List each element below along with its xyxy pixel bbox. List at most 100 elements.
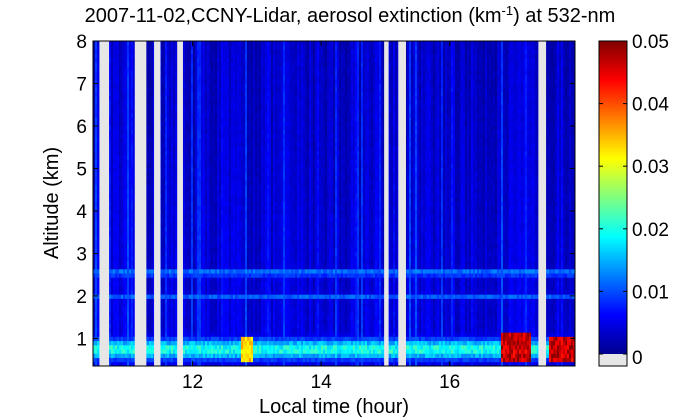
heatmap-cell xyxy=(129,192,132,198)
heatmap-cell xyxy=(151,302,154,308)
heatmap-cell xyxy=(127,133,130,139)
heatmap-cell xyxy=(167,328,170,333)
heatmap-cell xyxy=(167,319,170,325)
heatmap-cell xyxy=(117,239,120,244)
heatmap-cell xyxy=(167,167,170,173)
heatmap-cell xyxy=(185,340,188,346)
heatmap-cell xyxy=(191,247,194,253)
heatmap-cell xyxy=(109,41,112,46)
heatmap-cell xyxy=(115,311,118,316)
heatmap-cell xyxy=(117,192,120,198)
heatmap-cell xyxy=(175,163,178,169)
heatmap-cell xyxy=(161,239,164,244)
heatmap-cell xyxy=(163,226,166,232)
heatmap-cell xyxy=(117,87,120,93)
heatmap-cell xyxy=(109,197,112,202)
heatmap-cell xyxy=(187,222,190,228)
heatmap-cell xyxy=(183,78,186,84)
heatmap-cell xyxy=(185,256,188,261)
heatmap-cell xyxy=(115,302,118,308)
heatmap-cell xyxy=(127,311,130,316)
heatmap-cell xyxy=(147,336,150,342)
heatmap-cell xyxy=(123,91,126,97)
heatmap-cell xyxy=(173,197,176,202)
heatmap-cell xyxy=(149,230,152,236)
heatmap-cell xyxy=(189,315,192,320)
heatmap-cell xyxy=(129,311,132,316)
heatmap-cell xyxy=(129,247,132,253)
heatmap-cell xyxy=(109,108,112,114)
heatmap-cell xyxy=(161,349,164,354)
heatmap-cell xyxy=(185,142,188,147)
heatmap-cell xyxy=(187,62,190,67)
heatmap-cell xyxy=(131,218,134,223)
heatmap-cell xyxy=(119,163,122,169)
heatmap-cell xyxy=(131,70,134,76)
heatmap-cell xyxy=(151,129,154,135)
heatmap-cell xyxy=(111,53,114,59)
heatmap-cell xyxy=(189,235,192,240)
heatmap-cell xyxy=(151,361,154,366)
heatmap-cell xyxy=(191,188,194,194)
heatmap-cell xyxy=(111,247,114,253)
heatmap-cell xyxy=(149,116,152,122)
heatmap-cell xyxy=(187,306,190,312)
heatmap-cell xyxy=(115,328,118,333)
heatmap-cell xyxy=(131,116,134,122)
heatmap-cell xyxy=(123,205,126,211)
heatmap-cell xyxy=(163,78,166,84)
heatmap-cell xyxy=(115,154,118,160)
heatmap-cell xyxy=(111,87,114,93)
heatmap-cell xyxy=(95,294,98,299)
heatmap-cell xyxy=(125,74,128,80)
heatmap-cell xyxy=(113,180,116,185)
heatmap-cell xyxy=(127,205,130,211)
heatmap-cell xyxy=(127,357,130,363)
heatmap-cell xyxy=(161,129,164,135)
heatmap-cell xyxy=(113,247,116,253)
heatmap-cell xyxy=(109,180,112,185)
heatmap-cell xyxy=(185,323,188,329)
heatmap-cell xyxy=(123,344,126,350)
heatmap-cell xyxy=(131,209,134,215)
heatmap-cell xyxy=(163,133,166,139)
heatmap-cell xyxy=(175,260,178,266)
heatmap-cell xyxy=(165,104,168,109)
heatmap-cell xyxy=(147,277,150,282)
heatmap-cell xyxy=(151,66,154,71)
heatmap-cell xyxy=(97,353,100,358)
heatmap-cell xyxy=(131,197,134,202)
heatmap-cell xyxy=(171,323,174,329)
heatmap-cell xyxy=(151,100,154,105)
heatmap-cell xyxy=(151,201,154,207)
heatmap-cell xyxy=(115,95,118,101)
heatmap-cell xyxy=(109,357,112,363)
heatmap-cell xyxy=(161,264,164,270)
heatmap-cell xyxy=(125,104,128,109)
heatmap-cell xyxy=(151,171,154,177)
heatmap-cell xyxy=(167,357,170,363)
heatmap-cell xyxy=(189,192,192,198)
heatmap-cell xyxy=(109,243,112,249)
heatmap-cell xyxy=(169,45,172,50)
heatmap-cell xyxy=(109,214,112,219)
heatmap-cell xyxy=(187,260,190,266)
heatmap-cell xyxy=(119,239,122,244)
heatmap-cell xyxy=(119,104,122,109)
heatmap-cell xyxy=(97,273,100,278)
heatmap-cell xyxy=(165,340,168,346)
heatmap-cell xyxy=(109,176,112,181)
heatmap-cell xyxy=(171,336,174,342)
heatmap-cell xyxy=(125,205,128,211)
heatmap-cell xyxy=(185,146,188,152)
heatmap-cell xyxy=(165,214,168,219)
heatmap-cell xyxy=(185,70,188,76)
heatmap-cell xyxy=(127,260,130,266)
heatmap-cell xyxy=(121,268,124,274)
heatmap-cell xyxy=(151,163,154,169)
heatmap-cell xyxy=(169,129,172,135)
heatmap-cell xyxy=(167,273,170,278)
heatmap-cell xyxy=(113,315,116,320)
heatmap-cell xyxy=(187,176,190,181)
heatmap-cell xyxy=(183,74,186,80)
